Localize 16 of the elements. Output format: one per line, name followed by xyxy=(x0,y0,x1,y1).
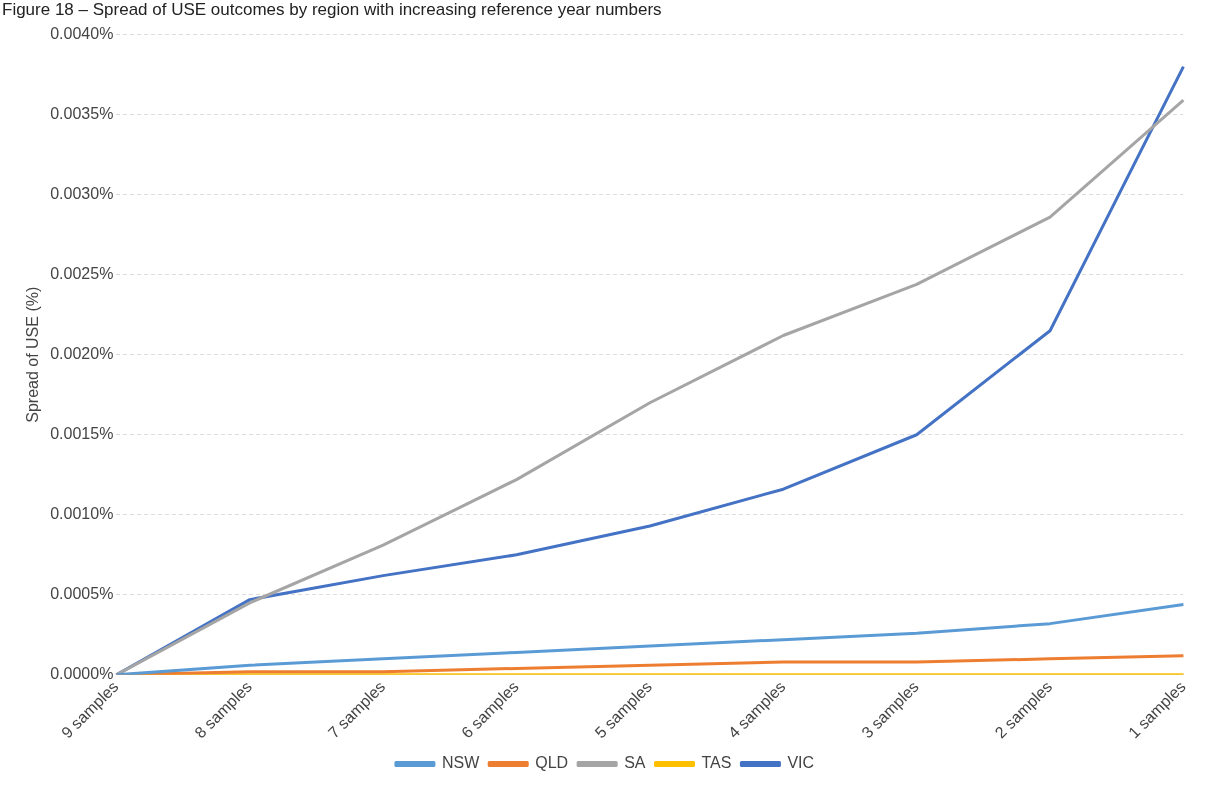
y-tick-label: 0.0000% xyxy=(50,665,114,683)
y-tick-label: 0.0035% xyxy=(50,105,114,123)
legend-label: NSW xyxy=(441,754,481,772)
legend-label: SA xyxy=(624,754,646,772)
y-tick-label: 0.0010% xyxy=(50,505,114,523)
y-tick-label: 0.0005% xyxy=(50,585,114,603)
y-axis-title: Spread of USE (%) xyxy=(24,286,42,423)
y-tick-label: 0.0030% xyxy=(50,185,114,203)
legend-label: QLD xyxy=(535,754,569,772)
legend-label: TAS xyxy=(701,754,732,772)
chart-title: Figure 18 – Spread of USE outcomes by region with increasing reference year numbers xyxy=(2,0,662,20)
y-tick-label: 0.0015% xyxy=(50,425,114,443)
legend-label: VIC xyxy=(787,754,815,772)
y-tick-label: 0.0025% xyxy=(50,265,114,283)
y-tick-label: 0.0020% xyxy=(50,345,114,363)
y-tick-label: 0.0040% xyxy=(50,25,114,43)
